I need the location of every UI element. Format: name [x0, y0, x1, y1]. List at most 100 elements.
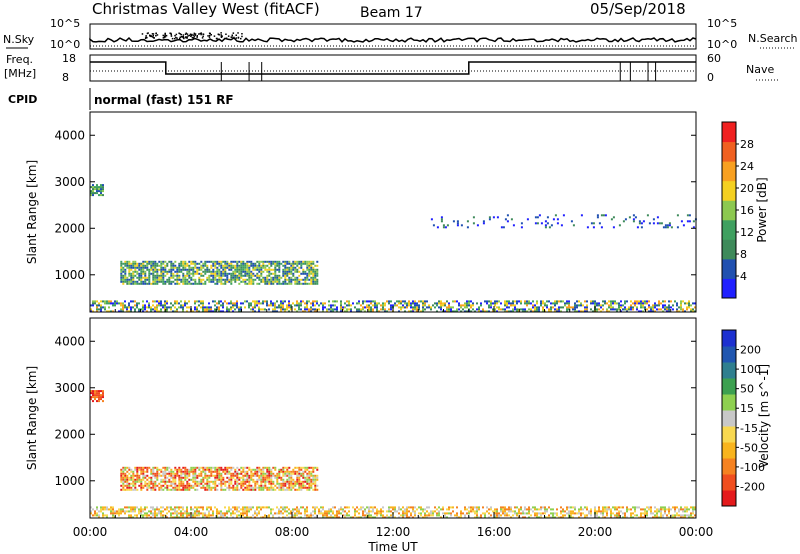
data-cell: [384, 304, 386, 307]
data-cell: [274, 476, 277, 479]
data-cell: [442, 224, 445, 227]
data-cell: [286, 482, 289, 485]
data-cell: [258, 306, 260, 309]
data-cell: [286, 270, 289, 273]
data-cell: [184, 476, 187, 479]
data-cell: [432, 304, 434, 307]
data-cell: [102, 190, 104, 193]
data-cell: [376, 514, 378, 517]
data-cell: [102, 186, 104, 189]
data-cell: [268, 308, 270, 311]
data-cell: [424, 300, 426, 303]
data-cell: [92, 184, 94, 187]
data-cell: [304, 512, 306, 515]
nsky-point: [241, 35, 243, 38]
data-cell: [228, 470, 231, 473]
data-cell: [94, 398, 96, 401]
data-cell: [586, 306, 588, 309]
data-cell: [248, 260, 251, 263]
colorbar-swatch: [722, 394, 736, 411]
data-cell: [306, 476, 309, 479]
data-cell: [164, 310, 166, 313]
data-cell: [148, 276, 151, 279]
data-cell: [270, 512, 272, 515]
data-cell: [114, 512, 116, 515]
data-cell: [234, 260, 237, 263]
data-cell: [182, 268, 185, 271]
data-cell: [264, 486, 267, 489]
data-cell: [100, 186, 102, 189]
data-cell: [220, 472, 223, 475]
data-cell: [336, 512, 338, 515]
data-cell: [576, 304, 578, 307]
data-cell: [234, 472, 237, 475]
data-cell: [226, 486, 229, 489]
data-cell: [210, 260, 213, 263]
data-cell: [234, 266, 237, 269]
data-cell: [278, 282, 281, 285]
data-cell: [224, 282, 227, 285]
data-cell: [522, 512, 524, 515]
data-cell: [502, 226, 505, 229]
data-cell: [492, 510, 494, 513]
data-cell: [260, 302, 262, 305]
data-cell: [252, 274, 255, 277]
data-cell: [282, 274, 285, 277]
colorbar-swatch: [722, 258, 736, 279]
data-cell: [296, 476, 299, 479]
nsky-point: [220, 34, 222, 36]
data-cell: [310, 480, 313, 483]
data-cell: [246, 474, 249, 477]
data-cell: [214, 272, 217, 275]
data-cell: [658, 510, 660, 513]
data-cell: [238, 514, 240, 517]
data-cell: [258, 260, 261, 263]
data-cell: [206, 514, 208, 517]
data-cell: [308, 474, 311, 477]
nsearch-label: N.Search: [748, 32, 798, 45]
data-cell: [240, 482, 243, 485]
data-cell: [540, 222, 543, 225]
colorbar-tick-label: 15: [740, 402, 754, 415]
data-cell: [132, 472, 135, 475]
data-cell: [142, 264, 145, 267]
data-cell: [586, 300, 588, 303]
data-cell: [546, 304, 548, 307]
data-cell: [204, 472, 207, 475]
data-cell: [398, 306, 400, 309]
data-cell: [160, 486, 163, 489]
data-cell: [138, 310, 140, 313]
data-cell: [170, 512, 172, 515]
data-cell: [624, 218, 627, 221]
data-cell: [96, 506, 98, 509]
data-cell: [622, 506, 624, 509]
data-cell: [488, 218, 491, 221]
data-cell: [304, 282, 307, 285]
data-cell: [232, 474, 235, 477]
data-cell: [632, 214, 635, 217]
data-cell: [188, 274, 191, 277]
data-cell: [216, 470, 219, 473]
data-cell: [556, 514, 558, 517]
data-cell: [690, 516, 692, 519]
data-cell: [122, 278, 125, 281]
data-cell: [284, 276, 287, 279]
data-cell: [248, 264, 251, 267]
data-cell: [314, 264, 317, 267]
data-cell: [602, 510, 604, 513]
data-cell: [194, 480, 197, 483]
data-cell: [538, 214, 541, 217]
data-cell: [182, 278, 185, 281]
data-cell: [90, 186, 92, 189]
data-cell: [310, 466, 313, 469]
data-cell: [212, 480, 215, 483]
data-cell: [348, 300, 350, 303]
data-cell: [90, 192, 92, 195]
data-cell: [558, 516, 560, 519]
data-cell: [276, 260, 279, 263]
data-cell: [140, 482, 143, 485]
data-cell: [262, 472, 265, 475]
data-cell: [232, 484, 235, 487]
data-cell: [322, 302, 324, 305]
data-cell: [144, 276, 147, 279]
